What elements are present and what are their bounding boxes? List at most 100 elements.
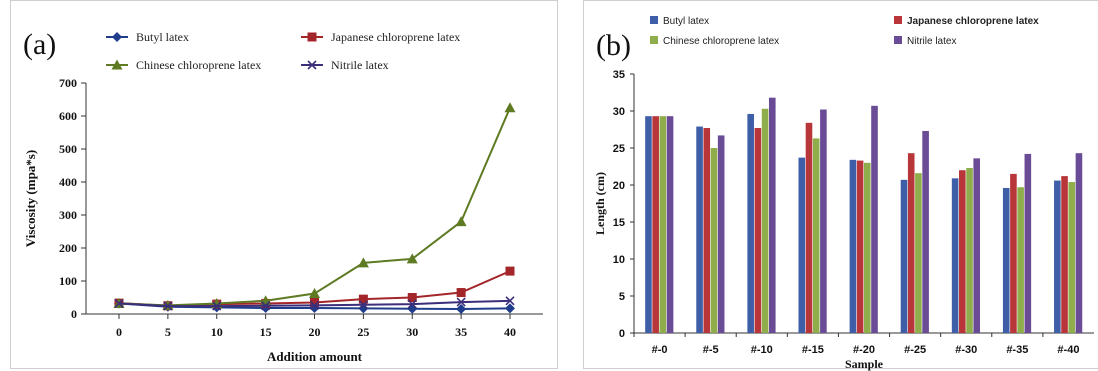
bar: [864, 162, 871, 333]
bar: [1075, 153, 1083, 333]
y-axis-label: Viscosity (mpa*s): [23, 150, 38, 247]
data-point: [310, 297, 319, 307]
data-point: [309, 300, 320, 310]
x-tick-label: 30: [406, 325, 418, 339]
data-point: [261, 301, 271, 311]
data-point: [407, 299, 417, 309]
bar: [900, 179, 908, 333]
bar: [1017, 187, 1024, 333]
legend-swatch: [894, 36, 902, 44]
data-point: [358, 303, 369, 314]
data-point: [309, 288, 320, 299]
data-point: [505, 296, 515, 306]
y-tick-label: 700: [59, 76, 77, 90]
x-tick-label: 25: [357, 325, 369, 339]
x-tick-label: #-30: [955, 344, 977, 356]
x-tick-label: 5: [165, 325, 171, 339]
legend-label: Butyl latex: [136, 30, 189, 44]
bar: [1054, 180, 1061, 333]
x-tick-label: 0: [116, 325, 122, 339]
data-point: [456, 297, 466, 307]
bar: [915, 173, 922, 333]
y-tick-label: 30: [613, 106, 625, 118]
data-point: [407, 293, 417, 302]
bar: [856, 160, 864, 333]
bar: [645, 116, 652, 334]
y-tick-label: 600: [59, 109, 77, 123]
bar: [907, 153, 915, 333]
legend-marker: [307, 32, 317, 42]
bar: [666, 116, 674, 334]
y-tick-label: 500: [59, 142, 77, 156]
bar: [1061, 176, 1068, 333]
bar: [652, 116, 659, 334]
data-point: [358, 294, 368, 304]
legend-label: Nitrile latex: [907, 36, 956, 47]
x-axis-label: Sample: [845, 357, 884, 371]
bar: [820, 109, 827, 334]
bar: [805, 122, 813, 333]
bar: [1002, 187, 1010, 333]
x-tick-label: #-40: [1057, 344, 1079, 356]
bar: [703, 128, 711, 333]
bar: [768, 97, 776, 334]
bar: [761, 108, 769, 333]
data-point: [162, 299, 174, 310]
y-tick-label: 20: [613, 180, 625, 192]
y-tick-label: 10: [613, 254, 625, 266]
bar: [849, 159, 857, 333]
chart-panel-b: (b) Butyl latex Japanese chloroprene latex…: [583, 0, 1098, 371]
legend-label: Chinese chloroprene latex: [663, 36, 779, 47]
line-chart-svg: (a) Butyl latex Japanese chloroprene latex…: [23, 28, 543, 364]
x-tick-label: 40: [504, 325, 516, 339]
y-tick-label: 0: [619, 328, 625, 340]
y-tick-label: 200: [59, 241, 77, 255]
panel-label: (b): [596, 29, 631, 62]
legend-marker: [112, 32, 122, 42]
bar: [747, 113, 754, 334]
y-axis-label: Length (cm): [593, 172, 607, 235]
y-tick-label: 35: [613, 69, 625, 81]
bar: [1068, 182, 1076, 333]
data-point: [455, 216, 467, 227]
data-point: [406, 253, 418, 264]
x-tick-label: 35: [455, 325, 467, 339]
x-tick-label: #-5: [703, 344, 719, 356]
legend-marker: [307, 60, 317, 70]
data-point: [212, 301, 222, 311]
bar-chart-svg: (b) Butyl latex Japanese chloroprene latex…: [593, 16, 1094, 371]
legend-label: Japanese chloroprene latex: [907, 16, 1039, 27]
data-point: [114, 298, 124, 309]
data-point: [456, 304, 467, 315]
y-tick-label: 25: [613, 143, 625, 155]
legend-swatch: [650, 16, 658, 24]
y-tick-label: 400: [59, 175, 77, 189]
data-point: [163, 301, 173, 311]
data-point: [504, 102, 516, 113]
y-tick-label: 5: [619, 291, 625, 303]
bar: [959, 170, 966, 333]
bar: [798, 157, 806, 333]
legend-swatch: [650, 36, 658, 44]
data-point: [505, 303, 515, 314]
x-tick-label: #-10: [751, 344, 773, 356]
legend-label: Japanese chloroprene latex: [331, 30, 460, 44]
bar: [1024, 153, 1032, 333]
legend-label: Butyl latex: [663, 16, 709, 27]
bar: [717, 135, 725, 333]
y-tick-label: 300: [59, 208, 77, 222]
chart-panel-a: (a) Butyl latex Japanese chloroprene latex…: [10, 0, 558, 369]
bar: [710, 148, 718, 333]
panel-label: (a): [23, 28, 56, 61]
legend-swatch: [894, 16, 902, 24]
x-tick-label: #-15: [802, 344, 824, 356]
bar: [812, 138, 820, 333]
y-tick-label: 100: [59, 274, 77, 288]
x-tick-label: #-0: [652, 344, 668, 356]
data-point: [358, 300, 368, 310]
bar: [951, 178, 959, 333]
bar: [973, 158, 981, 333]
x-tick-label: 15: [260, 325, 272, 339]
series-line: [118, 107, 511, 307]
legend-label: Chinese chloroprene latex: [136, 58, 261, 72]
